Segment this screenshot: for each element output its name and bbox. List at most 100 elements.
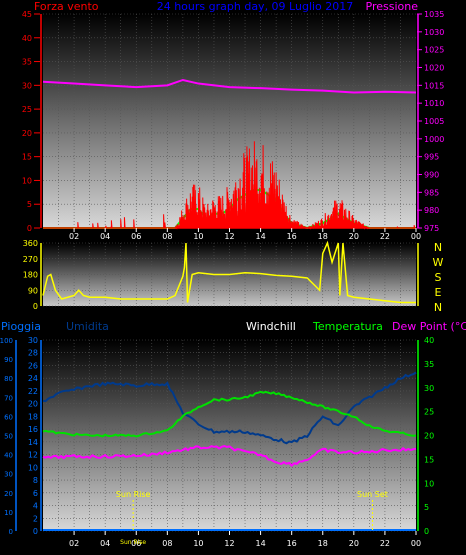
wind-tick-label: 5: [27, 200, 32, 209]
direction-tick-label: 360: [23, 239, 38, 248]
rain-tick-label: 70: [4, 394, 13, 402]
hour-tick-label: 20: [349, 232, 359, 241]
compass-label: S: [435, 271, 442, 284]
pressure-tick-label: 1035: [424, 10, 444, 19]
temperature-line: [42, 390, 417, 438]
hour-tick-label: 18: [318, 232, 328, 241]
top-plot-area: [43, 14, 416, 228]
hour-tick-label: 04: [100, 539, 110, 548]
temperature-tick-label: 25: [424, 408, 434, 417]
hour-tick-label: 12: [224, 232, 234, 241]
pressure-tick-label: 1030: [424, 28, 444, 37]
hour-tick-label: 22: [380, 539, 390, 548]
pressure-tick-label: 1010: [424, 99, 444, 108]
humidity-tick-label: 22: [28, 387, 38, 396]
hour-tick-label: 02: [69, 539, 79, 548]
direction-tick-label: 270: [23, 255, 38, 264]
humidity-tick-label: 14: [28, 438, 38, 447]
hour-tick-label: 10: [193, 232, 203, 241]
temperature-tick-label: 0: [424, 527, 429, 536]
hour-tick-label: 20: [349, 539, 359, 548]
compass-label: N: [434, 241, 442, 254]
rain-tick-label: 10: [4, 509, 13, 517]
humidity-tick-label: 12: [28, 451, 38, 460]
humidity-tick-label: 16: [28, 425, 38, 434]
rain-tick-label: 30: [4, 471, 13, 479]
humidity-line: [42, 371, 417, 445]
rain-tick-label: 60: [4, 413, 13, 421]
pressure-tick-label: 990: [424, 171, 439, 180]
direction-tick-label: 0: [33, 302, 38, 311]
hour-tick-label: 08: [162, 539, 172, 548]
pressure-line: [42, 78, 417, 94]
hour-tick-label: 16: [287, 539, 297, 548]
wind-direction-line: [42, 240, 416, 304]
hour-tick-label: 16: [287, 232, 297, 241]
sun-rise-label-bottom: Sun Rise: [120, 539, 146, 546]
pressure-tick-label: 1000: [424, 135, 444, 144]
wind-tick-label: 0: [27, 224, 32, 233]
wind-tick-label: 15: [22, 153, 32, 162]
temperature-tick-label: 35: [424, 360, 434, 369]
hour-tick-label: 18: [318, 539, 328, 548]
hour-tick-label: 12: [224, 539, 234, 548]
hour-tick-label: 06: [131, 539, 141, 548]
humidity-tick-label: 24: [28, 374, 38, 383]
hour-tick-label: 22: [380, 232, 390, 241]
umidita-title: Umidita: [66, 320, 109, 333]
humidity-tick-label: 0: [33, 527, 38, 536]
compass-label: N: [434, 301, 442, 314]
wind-tick-label: 40: [22, 34, 32, 43]
chart-marks: [42, 78, 417, 531]
pressure-tick-label: 985: [424, 188, 439, 197]
pressure-tick-label: 1015: [424, 81, 444, 90]
humidity-tick-label: 2: [33, 514, 38, 523]
windchill-title: Windchill: [246, 320, 296, 333]
sun-set-label: Sun Set: [357, 490, 388, 499]
direction-tick-label: 180: [23, 271, 38, 280]
temperature-tick-label: 40: [424, 336, 434, 345]
hour-tick-label: 02: [69, 232, 79, 241]
rain-tick-label: 100: [0, 337, 13, 345]
temperature-tick-label: 15: [424, 455, 434, 464]
temperatura-title: Temperatura: [312, 320, 383, 333]
compass-label: W: [433, 256, 444, 269]
wind-tick-label: 45: [22, 10, 32, 19]
pressure-tick-label: 980: [424, 206, 439, 215]
compass-label: E: [435, 286, 442, 299]
humidity-tick-label: 10: [28, 463, 38, 472]
hour-tick-label: 10: [193, 539, 203, 548]
hour-tick-label: 08: [162, 232, 172, 241]
pressure-tick-label: 995: [424, 153, 439, 162]
humidity-tick-label: 18: [28, 412, 38, 421]
humidity-tick-label: 8: [33, 476, 38, 485]
pressure-tick-label: 1020: [424, 64, 444, 73]
rain-tick-label: 50: [4, 433, 13, 441]
hour-tick-label: 00: [411, 539, 421, 548]
chart-title: 24 hours graph day, 09 Luglio 2017: [157, 0, 354, 13]
humidity-tick-label: 6: [33, 489, 38, 498]
wind-tick-label: 20: [22, 129, 32, 138]
temperature-tick-label: 20: [424, 432, 434, 441]
temperature-tick-label: 30: [424, 384, 434, 393]
hour-tick-label: 14: [255, 539, 265, 548]
wind-tick-label: 10: [22, 176, 32, 185]
rain-tick-label: 90: [4, 356, 13, 364]
humidity-tick-label: 30: [28, 336, 38, 345]
pressure-tick-label: 1025: [424, 46, 444, 55]
wind-tick-label: 25: [22, 105, 32, 114]
hour-tick-label: 14: [255, 232, 265, 241]
wind-axis-title: Forza vento: [34, 0, 99, 13]
temperature-tick-label: 10: [424, 479, 434, 488]
pressure-tick-label: 975: [424, 224, 439, 233]
humidity-tick-label: 4: [33, 502, 38, 511]
humidity-tick-label: 28: [28, 349, 38, 358]
pressure-tick-label: 1005: [424, 117, 444, 126]
sun-rise-label: Sun Rise: [116, 490, 151, 499]
temperature-tick-label: 5: [424, 503, 429, 512]
pressure-axis-title: Pressione: [366, 0, 419, 13]
humidity-tick-label: 26: [28, 361, 38, 370]
hour-tick-label: 06: [131, 232, 141, 241]
direction-tick-label: 90: [28, 286, 38, 295]
